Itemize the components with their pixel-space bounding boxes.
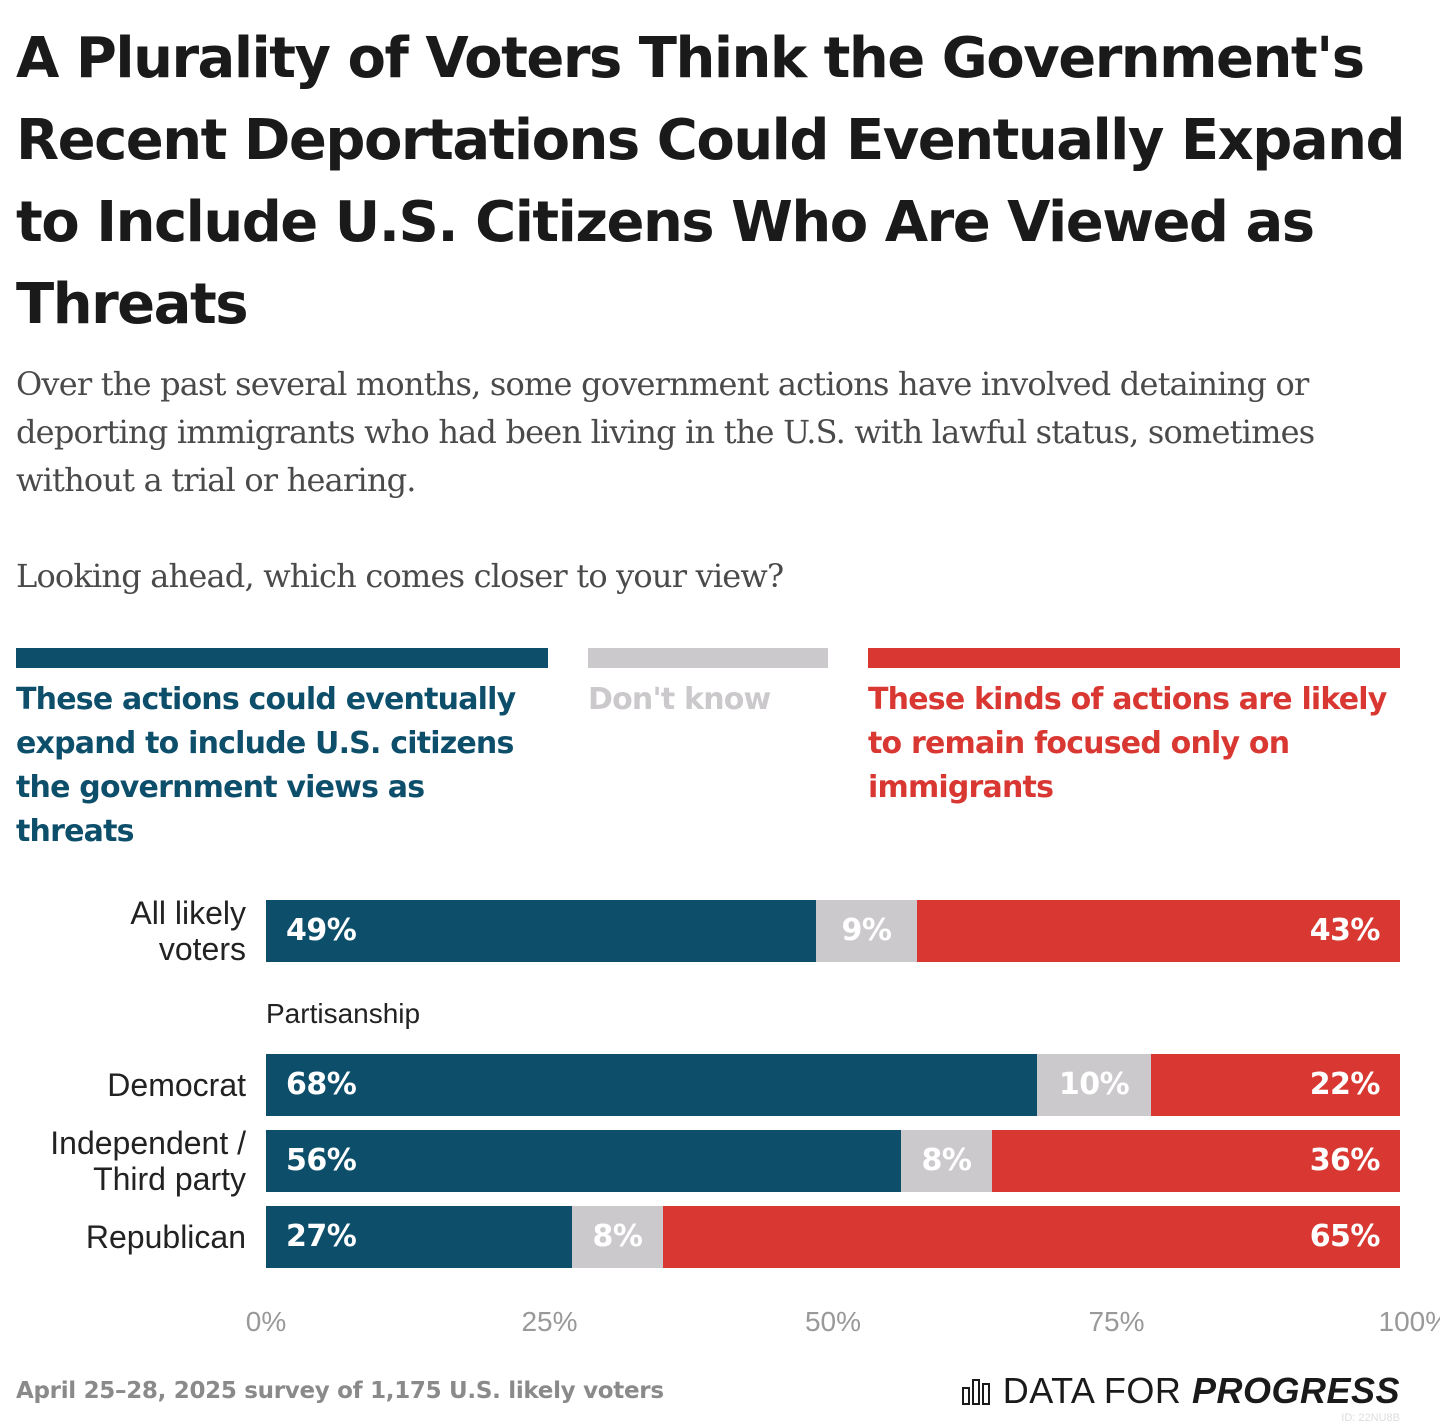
bar-segment-remain	[992, 1130, 1400, 1192]
data-label-dont-know: 8%	[592, 1219, 643, 1254]
bar-row: 68% 10% 22%	[266, 1054, 1400, 1116]
data-label-expand: 68%	[286, 1067, 357, 1102]
source-note: April 25–28, 2025 survey of 1,175 U.S. l…	[16, 1378, 664, 1404]
logo-text-regular: DATA FOR	[1002, 1370, 1182, 1411]
bar-row: 56% 8% 36%	[266, 1130, 1400, 1192]
bar-segment-dont-know	[572, 1206, 663, 1268]
survey-question: Looking ahead, which comes closer to you…	[16, 557, 784, 595]
legend-item-remain: These kinds of actions are likely to rem…	[868, 648, 1400, 810]
chart-id: ID: 22NU8B	[1341, 1412, 1400, 1424]
legend-item-expand: These actions could eventually expand to…	[16, 648, 548, 854]
bar-segment-remain	[1151, 1054, 1400, 1116]
data-label-dont-know: 8%	[921, 1143, 972, 1178]
row-label-democrat: Democrat	[107, 1067, 246, 1103]
logo-text-bold: PROGRESS	[1191, 1370, 1400, 1411]
x-tick-label: 25%	[521, 1306, 578, 1337]
legend-swatch-expand	[16, 648, 548, 668]
x-tick-label: 75%	[1088, 1306, 1145, 1337]
legend-swatch-dont-know	[588, 648, 828, 668]
data-label-remain: 36%	[1309, 1143, 1381, 1178]
bar-segment-remain	[917, 900, 1400, 962]
logo-text: DATA FOR PROGRESS	[1003, 1370, 1400, 1412]
bar-segment-expand	[266, 1054, 1037, 1116]
bar-chart-icon	[961, 1379, 990, 1405]
bar-segment-expand	[266, 1206, 572, 1268]
bar-segment-dont-know	[1037, 1054, 1151, 1116]
group-label-partisanship: Partisanship	[266, 998, 421, 1029]
x-tick-label: 50%	[804, 1306, 862, 1337]
bar-segment-expand	[266, 900, 816, 962]
data-label-expand: 49%	[286, 913, 357, 948]
legend-label-dont-know: Don't know	[588, 682, 771, 717]
bar-row: 49% 9% 43%	[266, 900, 1400, 962]
bar-segment-remain	[663, 1206, 1400, 1268]
legend-label-remain: These kinds of actions are likely to rem…	[868, 682, 1387, 805]
bar-segment-dont-know	[816, 900, 917, 962]
data-label-expand: 27%	[286, 1219, 357, 1254]
legend-item-dont-know: Don't know	[588, 648, 828, 722]
bar-segment-dont-know	[901, 1130, 992, 1192]
data-label-dont-know: 9%	[841, 913, 892, 948]
chart-title: A Plurality of Voters Think the Governme…	[16, 26, 1406, 337]
bar-segment-expand	[266, 1130, 901, 1192]
data-label-remain: 65%	[1309, 1219, 1381, 1254]
x-tick-label: 0%	[245, 1306, 287, 1337]
chart-subtitle: Over the past several months, some gover…	[16, 365, 1315, 499]
bar-row: 27% 8% 65%	[266, 1206, 1400, 1268]
x-tick-label: 100%	[1378, 1306, 1440, 1337]
row-label-all-likely-voters: All likely voters	[130, 895, 246, 967]
row-label-independent: Independent / Third party	[50, 1125, 246, 1197]
data-label-remain: 43%	[1309, 913, 1381, 948]
data-for-progress-logo: DATA FOR PROGRESS	[961, 1370, 1400, 1412]
row-label-republican: Republican	[85, 1219, 246, 1255]
data-label-remain: 22%	[1309, 1067, 1381, 1102]
legend-swatch-remain	[868, 648, 1400, 668]
legend-label-expand: These actions could eventually expand to…	[16, 682, 516, 849]
data-label-dont-know: 10%	[1058, 1067, 1130, 1102]
data-label-expand: 56%	[286, 1143, 357, 1178]
